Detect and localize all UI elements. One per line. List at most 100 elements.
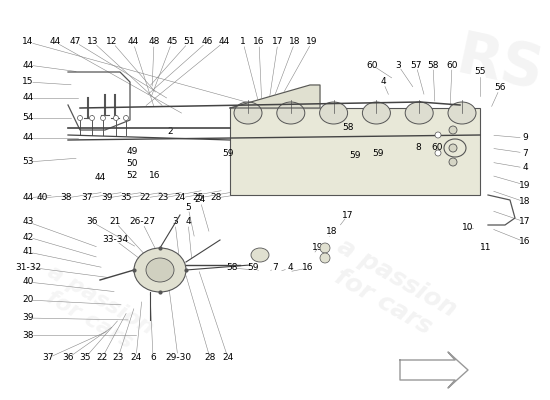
Text: 48: 48 (148, 38, 159, 46)
Text: 22: 22 (139, 194, 151, 202)
Text: 42: 42 (23, 232, 34, 242)
Text: 8: 8 (415, 144, 421, 152)
Text: 33-34: 33-34 (102, 236, 128, 244)
Text: 23: 23 (157, 194, 169, 202)
Text: 7: 7 (522, 148, 528, 158)
Text: 58: 58 (427, 60, 439, 70)
Text: 59: 59 (372, 148, 384, 158)
Text: 38: 38 (60, 194, 72, 202)
Text: 44: 44 (50, 38, 60, 46)
Text: 43: 43 (23, 218, 34, 226)
Circle shape (449, 126, 457, 134)
Ellipse shape (405, 102, 433, 124)
Text: 10: 10 (462, 224, 474, 232)
Text: 2: 2 (167, 128, 173, 136)
Text: 21: 21 (109, 218, 120, 226)
Text: 18: 18 (289, 38, 301, 46)
Circle shape (78, 116, 82, 120)
Text: 45: 45 (166, 38, 178, 46)
Text: 58: 58 (342, 124, 354, 132)
Text: 9: 9 (522, 134, 528, 142)
Text: 44: 44 (95, 174, 106, 182)
Text: 35: 35 (79, 354, 91, 362)
Text: 56: 56 (494, 84, 506, 92)
Circle shape (449, 158, 457, 166)
Circle shape (101, 116, 106, 120)
Text: 4: 4 (522, 164, 528, 172)
Ellipse shape (146, 258, 174, 282)
Text: 19: 19 (519, 180, 531, 190)
Text: 55: 55 (474, 68, 486, 76)
Text: 22: 22 (96, 354, 108, 362)
Text: 15: 15 (22, 78, 34, 86)
Text: 44: 44 (128, 38, 139, 46)
Circle shape (320, 253, 330, 263)
Text: 40: 40 (23, 278, 34, 286)
Text: 44: 44 (218, 38, 230, 46)
Circle shape (124, 116, 129, 120)
Text: 60: 60 (431, 144, 443, 152)
Text: 28: 28 (204, 354, 216, 362)
Text: 3: 3 (395, 60, 401, 70)
Text: 29-30: 29-30 (165, 354, 191, 362)
Ellipse shape (320, 102, 348, 124)
Ellipse shape (362, 102, 390, 124)
Text: 17: 17 (342, 210, 354, 220)
Text: 53: 53 (22, 158, 34, 166)
Text: 26-27: 26-27 (129, 218, 155, 226)
Text: 60: 60 (446, 60, 458, 70)
Text: 54: 54 (23, 114, 34, 122)
Circle shape (435, 132, 441, 138)
Text: 24: 24 (130, 354, 142, 362)
Text: 36: 36 (86, 218, 98, 226)
Circle shape (320, 243, 330, 253)
Text: 4: 4 (287, 264, 293, 272)
Text: a passion
for cars: a passion for cars (319, 234, 461, 346)
Text: 11: 11 (480, 244, 492, 252)
Text: 49: 49 (126, 148, 138, 156)
Text: 17: 17 (272, 38, 284, 46)
Text: 38: 38 (22, 330, 34, 340)
Text: 19: 19 (312, 244, 324, 252)
Text: 1: 1 (240, 38, 246, 46)
Text: 25: 25 (192, 194, 204, 202)
Text: 16: 16 (302, 264, 313, 272)
Text: 52: 52 (126, 170, 138, 180)
Circle shape (113, 116, 118, 120)
Text: 40: 40 (36, 194, 48, 202)
Text: 4: 4 (380, 78, 386, 86)
Text: 47: 47 (69, 38, 81, 46)
Text: 39: 39 (22, 314, 34, 322)
Text: 41: 41 (23, 248, 34, 256)
Text: 44: 44 (23, 194, 34, 202)
Text: 37: 37 (42, 354, 54, 362)
Text: 59: 59 (248, 264, 258, 272)
Text: 36: 36 (62, 354, 74, 362)
Text: 7: 7 (272, 264, 278, 272)
Text: 28: 28 (210, 194, 222, 202)
Text: RS: RS (452, 28, 548, 102)
Text: 59: 59 (222, 148, 234, 158)
Text: 37: 37 (81, 194, 93, 202)
Text: 59: 59 (349, 150, 361, 160)
Text: 24: 24 (222, 354, 234, 362)
Text: 51: 51 (183, 38, 195, 46)
Text: 20: 20 (23, 296, 34, 304)
Text: 60: 60 (366, 60, 378, 70)
Text: 44: 44 (23, 134, 34, 142)
Circle shape (449, 144, 457, 152)
Text: 19: 19 (306, 38, 318, 46)
Text: 39: 39 (101, 194, 113, 202)
Text: 12: 12 (106, 38, 118, 46)
Text: 18: 18 (519, 198, 531, 206)
Text: 44: 44 (23, 94, 34, 102)
Text: 50: 50 (126, 158, 138, 168)
Circle shape (435, 150, 441, 156)
Text: 16: 16 (149, 170, 161, 180)
Circle shape (90, 116, 95, 120)
Text: a passion
for cars: a passion for cars (33, 262, 157, 358)
Bar (230, 108, 480, 195)
Text: 18: 18 (326, 228, 338, 236)
Text: 5: 5 (185, 202, 191, 212)
Ellipse shape (277, 102, 305, 124)
